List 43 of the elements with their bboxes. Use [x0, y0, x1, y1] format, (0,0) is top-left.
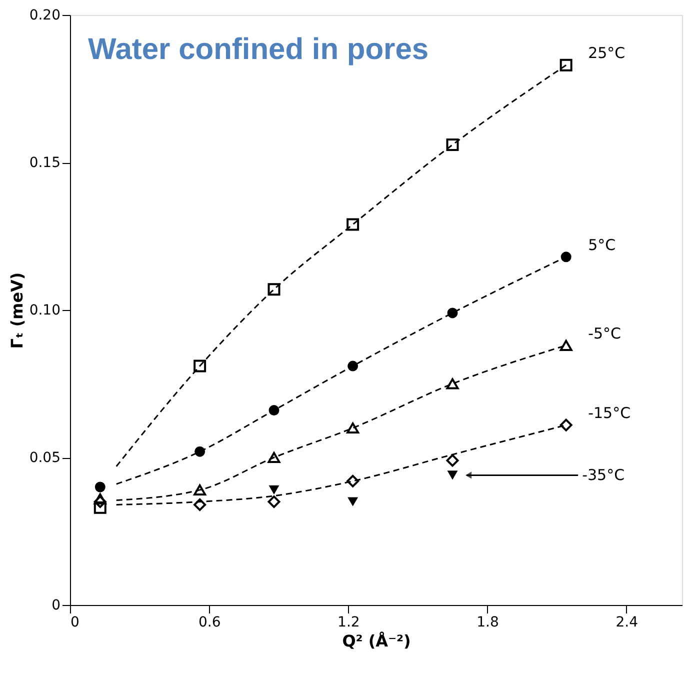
point: [560, 58, 572, 72]
point: [268, 496, 280, 508]
series-label: -5°C: [588, 324, 622, 342]
x-tick-label: 1.8: [476, 614, 499, 630]
series-label: 25°C: [588, 44, 626, 62]
point: [446, 138, 459, 152]
y-tick-label: 0.10: [29, 302, 60, 318]
point: [560, 418, 572, 432]
point: [268, 283, 280, 296]
annotation: Water confined in pores: [88, 33, 429, 66]
y-tick-label: 0.05: [29, 450, 60, 466]
point: [194, 484, 206, 496]
point: [447, 470, 458, 480]
point: [194, 360, 206, 372]
point: [346, 474, 360, 488]
series-label: -15°C: [588, 404, 631, 422]
point: [560, 252, 572, 262]
point: [346, 218, 360, 231]
text: -35°C: [582, 466, 625, 484]
point: [94, 501, 106, 514]
point: [446, 454, 459, 467]
y-tick-label: 0: [52, 598, 60, 614]
y-axis-title: Γₜ (meV): [7, 272, 26, 349]
point: [446, 378, 459, 390]
x-tick-label: 0.6: [198, 614, 221, 630]
x-tick-label: 1.2: [338, 614, 360, 630]
point: [268, 405, 280, 416]
point: [194, 498, 206, 511]
series-label: 5°C: [588, 236, 616, 254]
point: [348, 360, 358, 372]
point: [194, 446, 206, 457]
point: [348, 497, 358, 506]
point: [94, 482, 106, 492]
point: [560, 340, 572, 351]
point: [447, 308, 458, 318]
y-tick-label: 0.15: [29, 155, 60, 171]
x-tick-label: 2.4: [616, 614, 638, 630]
point: [268, 485, 280, 494]
point: [346, 422, 360, 434]
y-tick-label: 0.20: [29, 8, 60, 24]
x-tick-label: 0: [70, 614, 80, 630]
point: [268, 452, 280, 464]
x-axis-title: Q² (Å⁻²): [342, 632, 411, 650]
